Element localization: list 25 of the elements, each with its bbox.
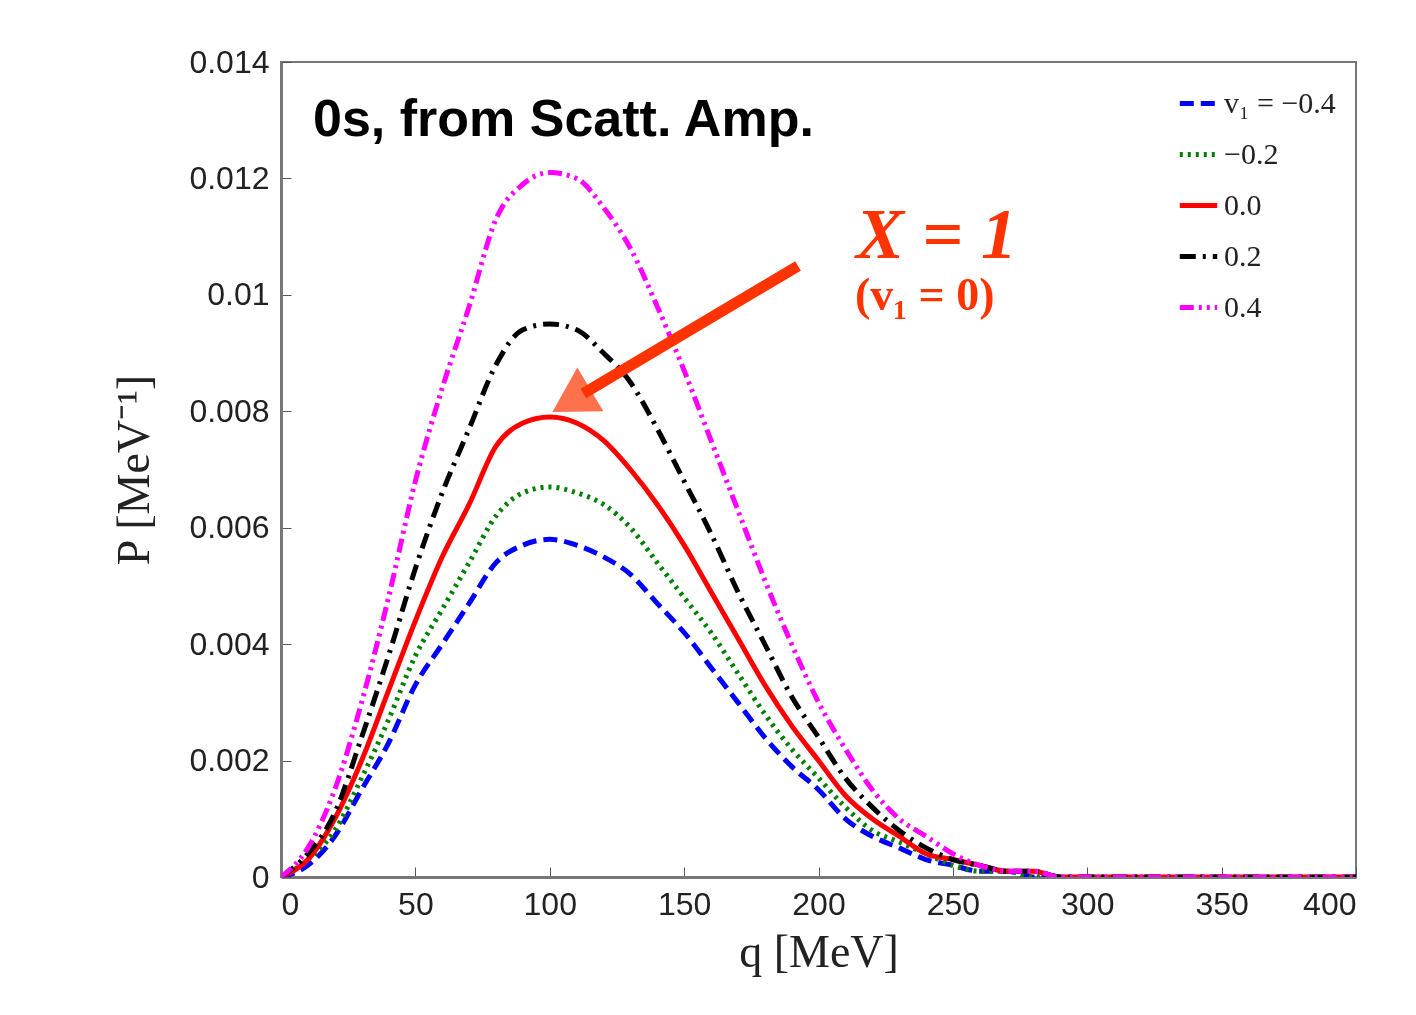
y-axis-title: P [MeV⁻¹] bbox=[108, 374, 160, 566]
y-tick-label: 0.01 bbox=[207, 276, 270, 313]
x-tick-label: 250 bbox=[926, 885, 981, 922]
y-tick-label: 0.014 bbox=[189, 43, 270, 80]
legend-label: 0.2 bbox=[1224, 238, 1262, 272]
x-tick-label: 100 bbox=[523, 885, 577, 922]
x-tick-label: 400 bbox=[1303, 885, 1357, 922]
y-tick-label: 0.002 bbox=[189, 742, 270, 779]
legend-label: 0.4 bbox=[1224, 289, 1262, 323]
x-tick-label: 50 bbox=[398, 885, 434, 922]
legend-label: v₁ = −0.4 bbox=[1224, 85, 1336, 119]
x-tick-label: 0 bbox=[281, 885, 300, 922]
legend-label: −0.2 bbox=[1224, 136, 1279, 170]
legend-label: 0.0 bbox=[1224, 187, 1262, 221]
annotation: 0s, from Scatt. Amp. bbox=[313, 89, 814, 147]
y-tick-label: 0.006 bbox=[189, 509, 270, 546]
y-tick-label: 0 bbox=[251, 858, 270, 895]
x-axis-title: q [MeV] bbox=[739, 925, 899, 977]
x-tick-label: 150 bbox=[657, 885, 712, 922]
x-tick-label: 300 bbox=[1061, 885, 1115, 922]
y-tick-label: 0.012 bbox=[189, 159, 270, 196]
x-tick-label: 200 bbox=[792, 885, 846, 922]
y-tick-label: 0.004 bbox=[189, 625, 270, 662]
y-tick-label: 0.008 bbox=[189, 392, 270, 429]
x-tick-label: 350 bbox=[1195, 885, 1249, 922]
